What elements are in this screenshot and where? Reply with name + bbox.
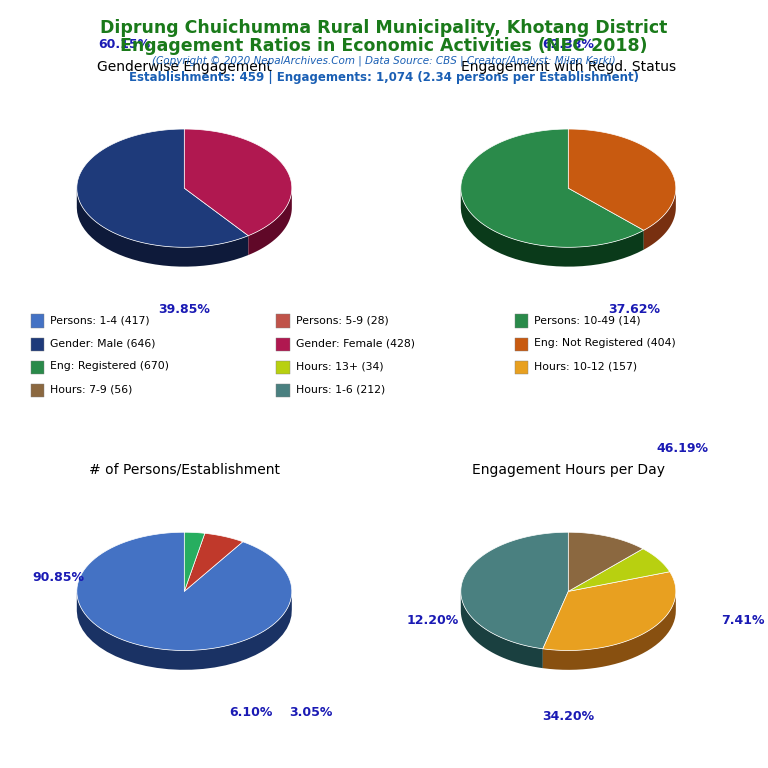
Polygon shape xyxy=(568,532,643,591)
Text: 46.19%: 46.19% xyxy=(657,442,709,455)
Text: 6.10%: 6.10% xyxy=(229,706,272,719)
Polygon shape xyxy=(184,533,243,591)
Polygon shape xyxy=(461,591,543,668)
Polygon shape xyxy=(77,532,292,650)
Polygon shape xyxy=(248,187,292,255)
Text: (Copyright © 2020 NepalArchives.Com | Data Source: CBS | Creator/Analyst: Milan : (Copyright © 2020 NepalArchives.Com | Da… xyxy=(152,55,616,66)
Text: 62.38%: 62.38% xyxy=(542,38,594,51)
Text: Eng: Registered (670): Eng: Registered (670) xyxy=(50,362,169,372)
Polygon shape xyxy=(644,188,676,250)
Polygon shape xyxy=(461,188,644,266)
Polygon shape xyxy=(461,532,568,649)
Text: Hours: 10-12 (157): Hours: 10-12 (157) xyxy=(534,362,637,372)
Polygon shape xyxy=(568,549,670,591)
Text: Gender: Male (646): Gender: Male (646) xyxy=(50,339,155,349)
Polygon shape xyxy=(568,129,676,230)
Polygon shape xyxy=(184,532,205,591)
Text: Hours: 1-6 (212): Hours: 1-6 (212) xyxy=(296,385,385,395)
Text: Establishments: 459 | Engagements: 1,074 (2.34 persons per Establishment): Establishments: 459 | Engagements: 1,074… xyxy=(129,71,639,84)
Text: Diprung Chuichumma Rural Municipality, Khotang District: Diprung Chuichumma Rural Municipality, K… xyxy=(101,19,667,37)
Text: Persons: 10-49 (14): Persons: 10-49 (14) xyxy=(534,316,641,326)
Text: 3.05%: 3.05% xyxy=(289,706,333,719)
Text: Persons: 1-4 (417): Persons: 1-4 (417) xyxy=(50,316,150,326)
Text: Hours: 13+ (34): Hours: 13+ (34) xyxy=(296,362,383,372)
Text: 12.20%: 12.20% xyxy=(407,614,459,627)
Polygon shape xyxy=(77,129,248,247)
Text: Hours: 7-9 (56): Hours: 7-9 (56) xyxy=(50,385,132,395)
Text: 60.15%: 60.15% xyxy=(98,38,151,51)
Text: 7.41%: 7.41% xyxy=(721,614,765,627)
Polygon shape xyxy=(77,188,248,266)
Polygon shape xyxy=(461,129,644,247)
Title: # of Persons/Establishment: # of Persons/Establishment xyxy=(89,463,280,477)
Text: 37.62%: 37.62% xyxy=(608,303,660,316)
Polygon shape xyxy=(543,591,676,670)
Text: Eng: Not Registered (404): Eng: Not Registered (404) xyxy=(534,339,676,349)
Title: Engagement with Regd. Status: Engagement with Regd. Status xyxy=(461,60,676,74)
Text: 90.85%: 90.85% xyxy=(32,571,84,584)
Polygon shape xyxy=(543,571,676,650)
Title: Engagement Hours per Day: Engagement Hours per Day xyxy=(472,463,665,477)
Polygon shape xyxy=(77,590,292,670)
Text: 34.20%: 34.20% xyxy=(542,710,594,723)
Polygon shape xyxy=(184,129,292,236)
Text: Gender: Female (428): Gender: Female (428) xyxy=(296,339,415,349)
Text: Persons: 5-9 (28): Persons: 5-9 (28) xyxy=(296,316,389,326)
Title: Genderwise Engagement: Genderwise Engagement xyxy=(97,60,272,74)
Text: 39.85%: 39.85% xyxy=(158,303,210,316)
Text: Engagement Ratios in Economic Activities (NEC 2018): Engagement Ratios in Economic Activities… xyxy=(121,37,647,55)
